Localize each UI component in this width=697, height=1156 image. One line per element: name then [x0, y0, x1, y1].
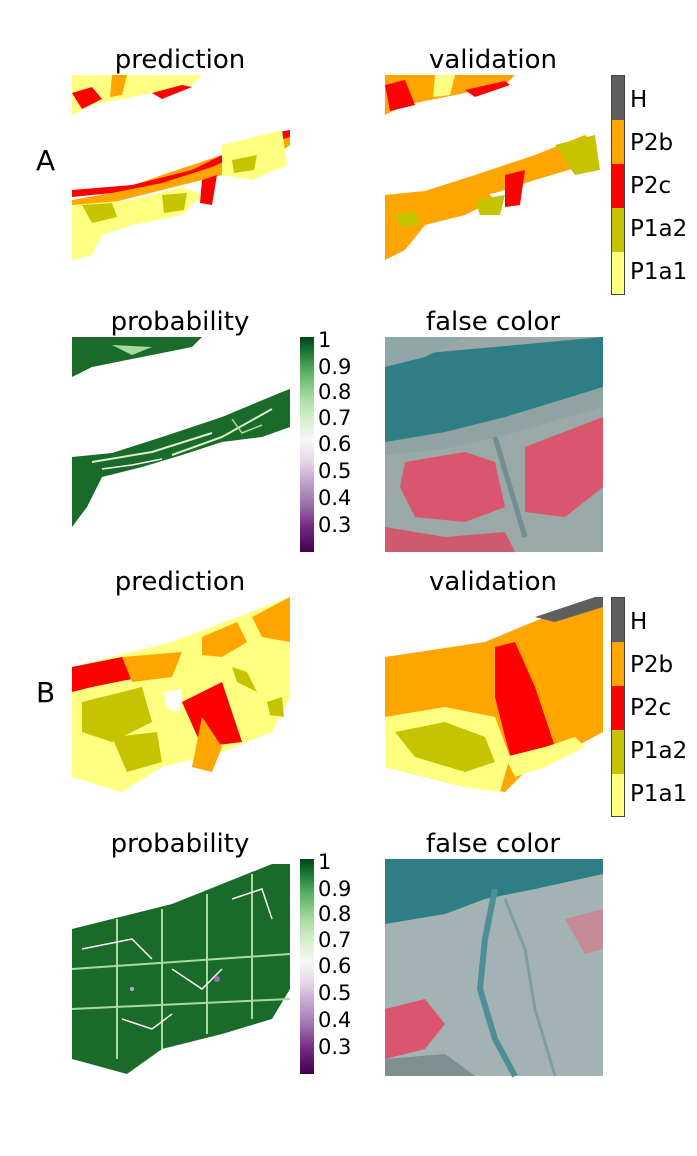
prob-tick-b-3: 0.8 — [318, 902, 352, 926]
validation-map-a — [385, 75, 600, 260]
legend-label-p1a2-a: P1a2 — [630, 216, 688, 242]
prob-tick-a-4: 0.7 — [318, 406, 352, 430]
prob-tick-b-8: 0.3 — [318, 1035, 352, 1059]
validation-title-a: validation — [428, 45, 557, 75]
legend-label-p2b-b: P2b — [630, 652, 674, 678]
probability-colorbar-a — [300, 337, 314, 552]
legend-label-h-b: H — [630, 609, 648, 635]
prob-tick-b-4: 0.7 — [318, 928, 352, 952]
legend-label-p2c-a: P2c — [630, 173, 672, 199]
legend-label-h-a: H — [630, 87, 648, 113]
validation-map-b — [385, 597, 603, 792]
prob-tick-a-1: 1 — [318, 328, 332, 352]
false-color-title-b: false color — [425, 829, 561, 859]
class-colorbar-b — [611, 597, 625, 817]
prob-tick-b-1: 1 — [318, 850, 332, 874]
false-color-image-a — [385, 337, 603, 552]
panel-label-b: B — [36, 676, 56, 709]
prob-tick-a-6: 0.5 — [318, 459, 352, 483]
prob-tick-a-8: 0.3 — [318, 513, 352, 537]
legend-label-p1a1-b: P1a1 — [630, 781, 688, 807]
probability-map-b — [71, 864, 291, 1074]
prob-tick-b-5: 0.6 — [318, 954, 352, 978]
class-colorbar-a — [611, 75, 625, 295]
false-color-title-a: false color — [425, 307, 561, 337]
panel-label-a: A — [36, 144, 56, 177]
probability-colorbar-b — [300, 859, 314, 1074]
prediction-title-a: prediction — [114, 45, 246, 75]
validation-title-b: validation — [428, 567, 557, 597]
legend-label-p2c-b: P2c — [630, 695, 672, 721]
prob-tick-a-3: 0.8 — [318, 380, 352, 404]
false-color-image-b — [385, 859, 603, 1078]
probability-map-a — [72, 337, 290, 527]
prediction-map-a — [72, 75, 290, 260]
prob-tick-a-5: 0.6 — [318, 432, 352, 456]
prediction-title-b: prediction — [114, 567, 246, 597]
prediction-map-b — [72, 597, 290, 792]
prob-tick-b-7: 0.4 — [318, 1008, 352, 1032]
probability-title-b: probability — [110, 829, 250, 859]
prob-tick-a-2: 0.9 — [318, 355, 352, 379]
prob-tick-b-6: 0.5 — [318, 981, 352, 1005]
prob-tick-b-2: 0.9 — [318, 877, 352, 901]
probability-title-a: probability — [110, 307, 250, 337]
legend-label-p1a1-a: P1a1 — [630, 259, 688, 285]
prob-tick-a-7: 0.4 — [318, 486, 352, 510]
legend-label-p2b-a: P2b — [630, 130, 674, 156]
legend-label-p1a2-b: P1a2 — [630, 738, 688, 764]
